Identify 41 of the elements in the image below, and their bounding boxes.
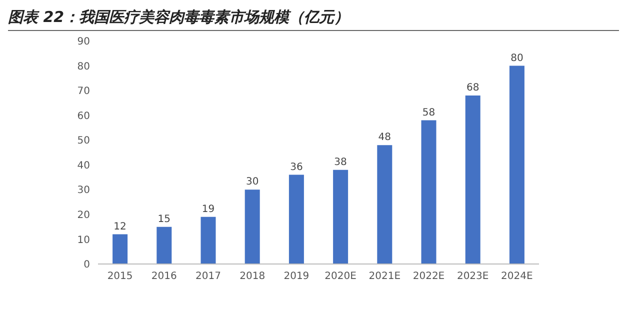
x-tick-label: 2019: [284, 271, 310, 282]
x-tick-label: 2017: [196, 271, 221, 282]
chart-title: 图表 22：我国医疗美容肉毒毒素市场规模（亿元）: [8, 8, 619, 31]
y-tick-label: 80: [77, 61, 90, 72]
data-label: 38: [334, 156, 347, 168]
data-label: 80: [510, 52, 524, 64]
bar: [465, 96, 480, 264]
data-label: 48: [378, 132, 392, 144]
bar: [377, 145, 392, 264]
y-tick-label: 50: [77, 136, 90, 147]
x-tick-label: 2024E: [501, 271, 533, 282]
data-label: 30: [246, 176, 259, 188]
y-tick-label: 40: [77, 160, 90, 172]
data-label: 19: [202, 204, 215, 215]
bar: [200, 216, 216, 264]
bar: [156, 226, 172, 264]
y-tick-label: 10: [77, 234, 90, 246]
data-label: 12: [114, 221, 126, 232]
bar: [333, 170, 348, 264]
x-tick-label: 2016: [151, 271, 177, 282]
x-tick-label: 2015: [107, 271, 133, 282]
x-tick-label: 2022E: [412, 271, 445, 282]
x-tick-label: 2018: [240, 271, 266, 282]
y-tick-label: 0: [84, 260, 90, 271]
bar: [244, 190, 260, 264]
data-label: 15: [158, 214, 171, 225]
bar: [509, 66, 524, 264]
data-label: 68: [466, 82, 480, 94]
bar: [288, 174, 304, 264]
x-tick-label: 2023E: [456, 271, 489, 282]
bar: [421, 120, 436, 264]
x-tick-label: 2020E: [324, 271, 356, 282]
y-tick-label: 70: [77, 86, 90, 98]
data-label: 36: [290, 162, 303, 173]
bar: [112, 234, 128, 264]
y-tick-label: 90: [77, 36, 90, 48]
y-tick-label: 60: [77, 110, 90, 122]
data-label: 58: [422, 107, 436, 118]
x-tick-label: 2021E: [368, 271, 401, 282]
y-tick-label: 30: [77, 185, 90, 196]
y-tick-label: 20: [77, 210, 90, 221]
